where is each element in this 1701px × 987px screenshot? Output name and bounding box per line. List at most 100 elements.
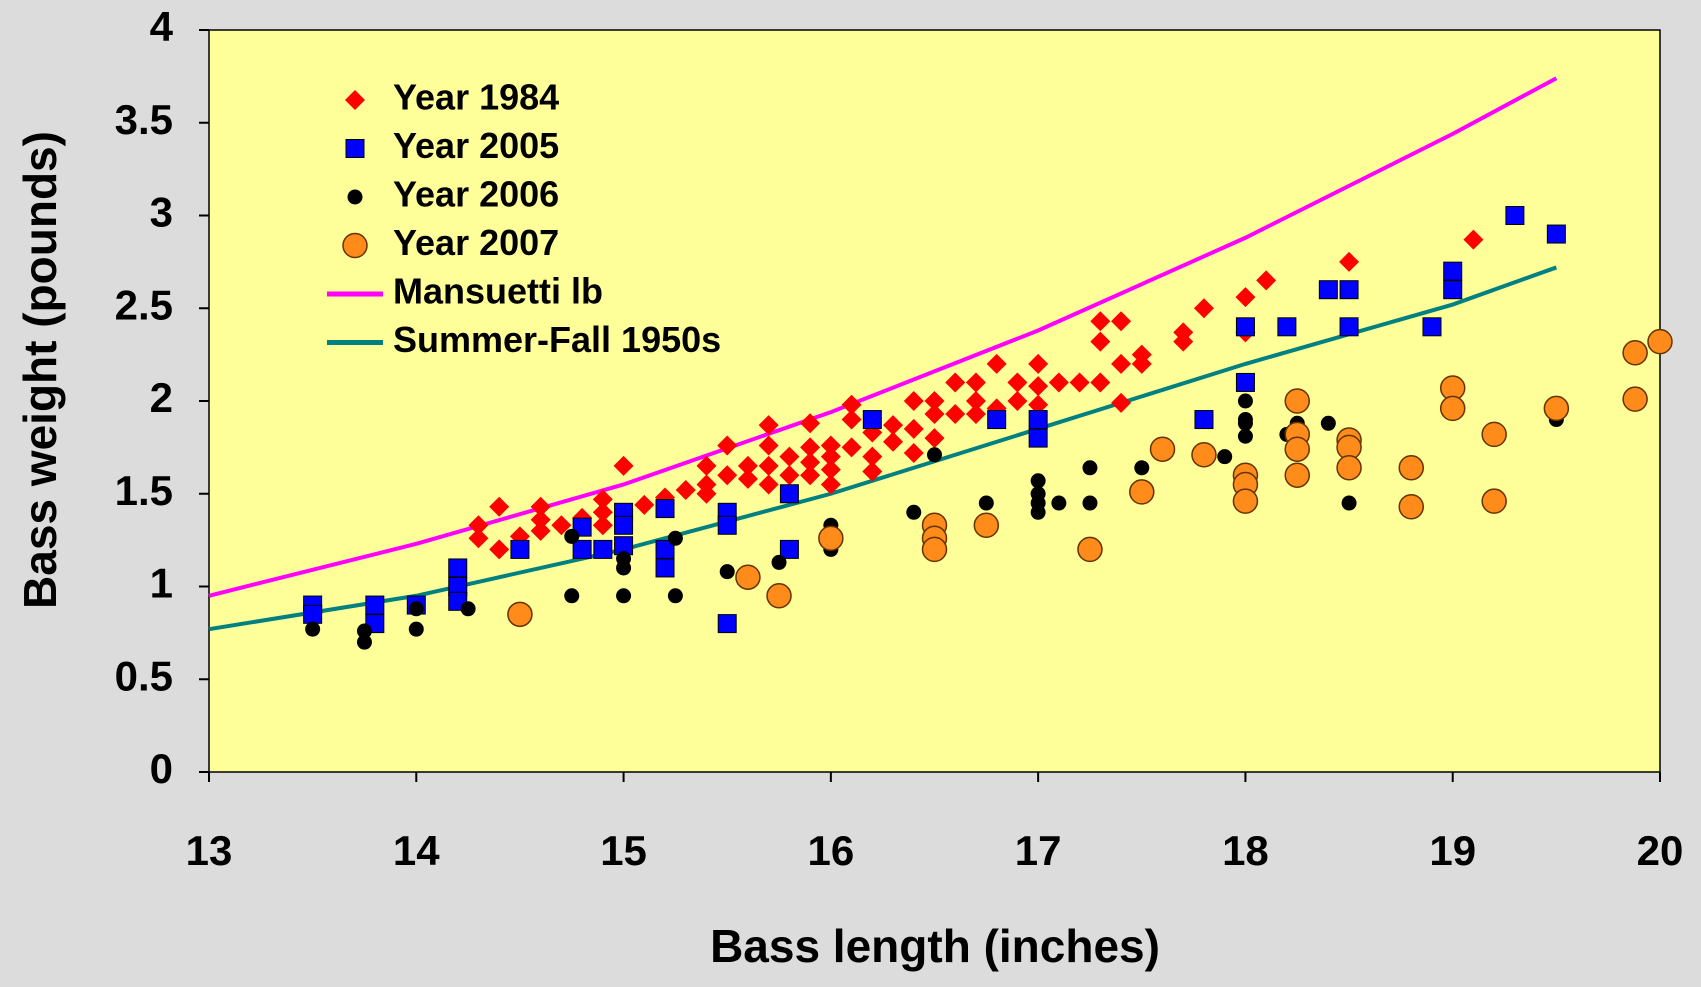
diamond-point [468, 528, 489, 549]
diamond-point [1048, 372, 1069, 393]
circle-point [616, 560, 632, 576]
circle-point [564, 528, 580, 544]
diamond-point [862, 461, 883, 482]
legend-label: Mansuetti lb [393, 271, 603, 312]
diamond-point [820, 435, 841, 456]
square-point [1546, 224, 1566, 244]
diamond-point [820, 474, 841, 495]
square-point [572, 539, 592, 559]
square-point [1277, 317, 1297, 337]
diamond-point [883, 431, 904, 452]
circle-point [1647, 328, 1673, 355]
circle-point [906, 504, 922, 520]
diamond-point [779, 465, 800, 486]
circle-point [1134, 460, 1150, 476]
square-point [655, 499, 675, 519]
diamond-point [1007, 372, 1028, 393]
diamond-point [945, 372, 966, 393]
square-point [655, 558, 675, 578]
circle-point [1030, 473, 1046, 489]
diamond-point [1090, 311, 1111, 332]
x-tick-label: 15 [600, 827, 647, 874]
circle-point [460, 601, 476, 617]
diamond-point [820, 446, 841, 467]
diamond-point [965, 391, 986, 411]
square-point [987, 410, 1007, 430]
circle-point [1149, 436, 1176, 462]
diamond-point [717, 465, 738, 486]
diamond-point [737, 468, 758, 489]
circle-point [1320, 415, 1336, 431]
circle-point [1082, 460, 1098, 476]
legend-label: Summer-Fall 1950s [393, 319, 721, 360]
diamond-point [696, 455, 717, 476]
square-point [448, 558, 468, 578]
diamond-point [903, 418, 924, 439]
diamond-point [841, 394, 862, 415]
square-point [1028, 428, 1048, 448]
circle-point [408, 621, 424, 637]
diamond-point [1111, 311, 1132, 332]
diamond-point [800, 437, 821, 458]
diamond-point [924, 403, 945, 424]
square-point [1339, 280, 1359, 300]
legend-label: Year 1984 [393, 77, 559, 118]
circle-point [667, 588, 683, 604]
circle-point [507, 601, 533, 628]
y-tick-label: 3.5 [115, 96, 173, 143]
diamond-point [592, 502, 613, 523]
square-point [1028, 410, 1048, 430]
diamond-point [1256, 270, 1277, 291]
circle-point [1217, 449, 1233, 465]
diamond-point [1069, 372, 1090, 393]
diamond-point [758, 455, 779, 476]
diamond-point [1111, 392, 1132, 413]
diamond-point [862, 446, 883, 467]
square-point [1505, 206, 1525, 225]
diamond-point [613, 455, 634, 476]
circle-point [408, 601, 424, 617]
circle-point [1284, 436, 1310, 462]
legend-label: Year 2007 [393, 222, 559, 263]
diamond-point [696, 483, 717, 504]
circle-point [1543, 395, 1570, 422]
diamond-point [945, 403, 966, 424]
diamond-point [634, 494, 655, 515]
circle-point [927, 447, 942, 463]
circle-point [1191, 442, 1217, 468]
square-point [1422, 317, 1442, 337]
y-tick-label: 2 [150, 374, 173, 421]
circle-point [356, 623, 372, 639]
diamond-point [841, 409, 862, 430]
diamond-point [758, 415, 779, 436]
circle-point [1336, 455, 1362, 481]
legend-marker [345, 90, 365, 110]
y-tick-label: 4 [150, 3, 174, 50]
diamond-point [965, 372, 986, 393]
circle-point [735, 564, 761, 590]
circle-point [1129, 479, 1155, 505]
x-tick-label: 17 [1015, 827, 1062, 874]
diamond-point [737, 455, 758, 476]
circle-point [1077, 536, 1103, 563]
circle-point [818, 525, 844, 552]
diamond-point [468, 515, 489, 536]
circle-point [1439, 395, 1466, 422]
square-point [862, 410, 882, 430]
circle-point [978, 495, 994, 511]
diamond-point [758, 435, 779, 456]
circle-point [564, 588, 580, 604]
square-point [303, 604, 323, 624]
diamond-point [1028, 353, 1049, 374]
diamond-point [489, 539, 510, 560]
diamond-point [779, 446, 800, 467]
square-point [779, 539, 799, 559]
diamond-point [717, 435, 738, 456]
circle-point [1481, 421, 1507, 448]
x-tick-label: 19 [1429, 827, 1476, 874]
circle-point [771, 554, 787, 570]
diamond-point [592, 515, 613, 536]
diamond-point [883, 415, 904, 436]
x-axis-title: Bass length (inches) [710, 920, 1160, 972]
